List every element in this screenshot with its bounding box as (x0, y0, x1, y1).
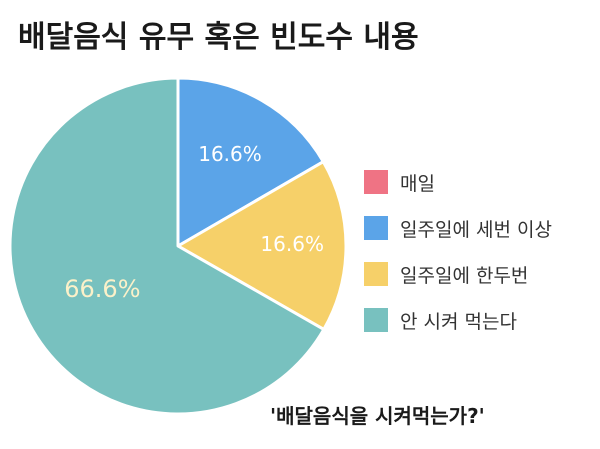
legend-item-weekly-one-two: 일주일에 한두번 (364, 262, 552, 287)
survey-question-annotation: '배달음식을 시켜먹는가?' (270, 404, 485, 428)
pie-slice-2 (176, 160, 348, 331)
legend-item-never: 안 시켜 먹는다 (364, 308, 552, 333)
legend-item-weekly-three-plus: 일주일에 세번 이상 (364, 216, 552, 241)
chart-title: 배달음식 유무 혹은 빈도수 내용 (18, 20, 419, 55)
legend-item-daily: 매일 (364, 170, 552, 195)
legend-label-weekly-three-plus: 일주일에 세번 이상 (400, 218, 552, 241)
legend-label-weekly-one-two: 일주일에 한두번 (400, 264, 529, 287)
legend-swatch-weekly-three-plus (364, 216, 388, 240)
legend-swatch-never (364, 308, 388, 332)
legend-label-daily: 매일 (400, 172, 435, 195)
legend-swatch-daily (364, 170, 388, 194)
pie-value-label-1: 16.6% (198, 142, 262, 166)
pie-value-label-2: 16.6% (260, 232, 324, 256)
legend: 매일 일주일에 세번 이상 일주일에 한두번 안 시켜 먹는다 (364, 170, 552, 354)
pie-slice-1 (176, 76, 325, 248)
pie-slice-3 (8, 76, 326, 416)
pie-value-label-3: 66.6% (64, 275, 140, 303)
legend-label-never: 안 시켜 먹는다 (400, 310, 517, 333)
legend-swatch-weekly-one-two (364, 262, 388, 286)
